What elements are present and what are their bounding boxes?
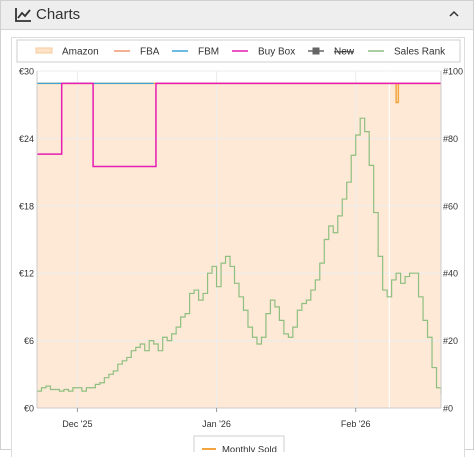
legend-label: Sales Rank [394, 47, 446, 58]
legend-item-buy-box[interactable]: Buy Box [232, 47, 295, 58]
legend-label: Amazon [62, 47, 99, 58]
line-chart-icon [15, 8, 31, 22]
y-right-tick-label: #60 [443, 201, 458, 211]
buy-box-line [37, 82, 441, 168]
y-left-tick-label: €24 [19, 134, 34, 144]
legend-item-amazon[interactable]: Amazon [35, 47, 99, 58]
y-right-tick-label: #0 [443, 404, 453, 414]
amazon-price-area [37, 83, 441, 409]
x-tick-label: Dec '25 [62, 419, 92, 429]
x-tick-label: Feb '26 [341, 419, 371, 429]
panel-title: Charts [36, 6, 81, 23]
legend-item-fba[interactable]: FBA [114, 47, 160, 58]
price-history-chart: Amazon FBA FBM Buy Box New Sales Rank €0 €6 €12 €… [16, 39, 463, 457]
sales-rank-line [37, 117, 442, 395]
chevron-up-icon[interactable] [447, 7, 461, 21]
y-left-tick-label: €12 [19, 269, 34, 279]
legend-label: Monthly Sold [222, 445, 277, 453]
charts-panel-header[interactable]: Charts [1, 1, 473, 30]
y-right-tick-label: #20 [443, 336, 458, 346]
legend-label: FBA [140, 47, 160, 58]
y-left-tick-label: €30 [19, 67, 34, 77]
legend-item-fbm[interactable]: FBM [172, 47, 219, 58]
y-right-tick-label: #80 [443, 134, 458, 144]
legend-item-new[interactable]: New [308, 47, 355, 58]
legend-label: New [334, 47, 355, 58]
legend-marker [312, 47, 320, 55]
legend-label: Buy Box [258, 47, 295, 58]
y-left-tick-label: €18 [19, 201, 34, 211]
legend-label: FBM [198, 47, 219, 58]
chart-frame: Amazon FBA FBM Buy Box New Sales Rank €0 €6 €12 €… [11, 37, 465, 457]
legend-swatch [35, 47, 53, 54]
y-right-tick-label: #100 [443, 67, 463, 77]
x-tick-label: Jan '26 [202, 419, 231, 429]
y-right-tick-label: #40 [443, 269, 458, 279]
y-left-tick-label: €6 [24, 336, 34, 346]
y-left-tick-label: €0 [24, 404, 34, 414]
legend-item-sales-rank[interactable]: Sales Rank [368, 47, 446, 58]
